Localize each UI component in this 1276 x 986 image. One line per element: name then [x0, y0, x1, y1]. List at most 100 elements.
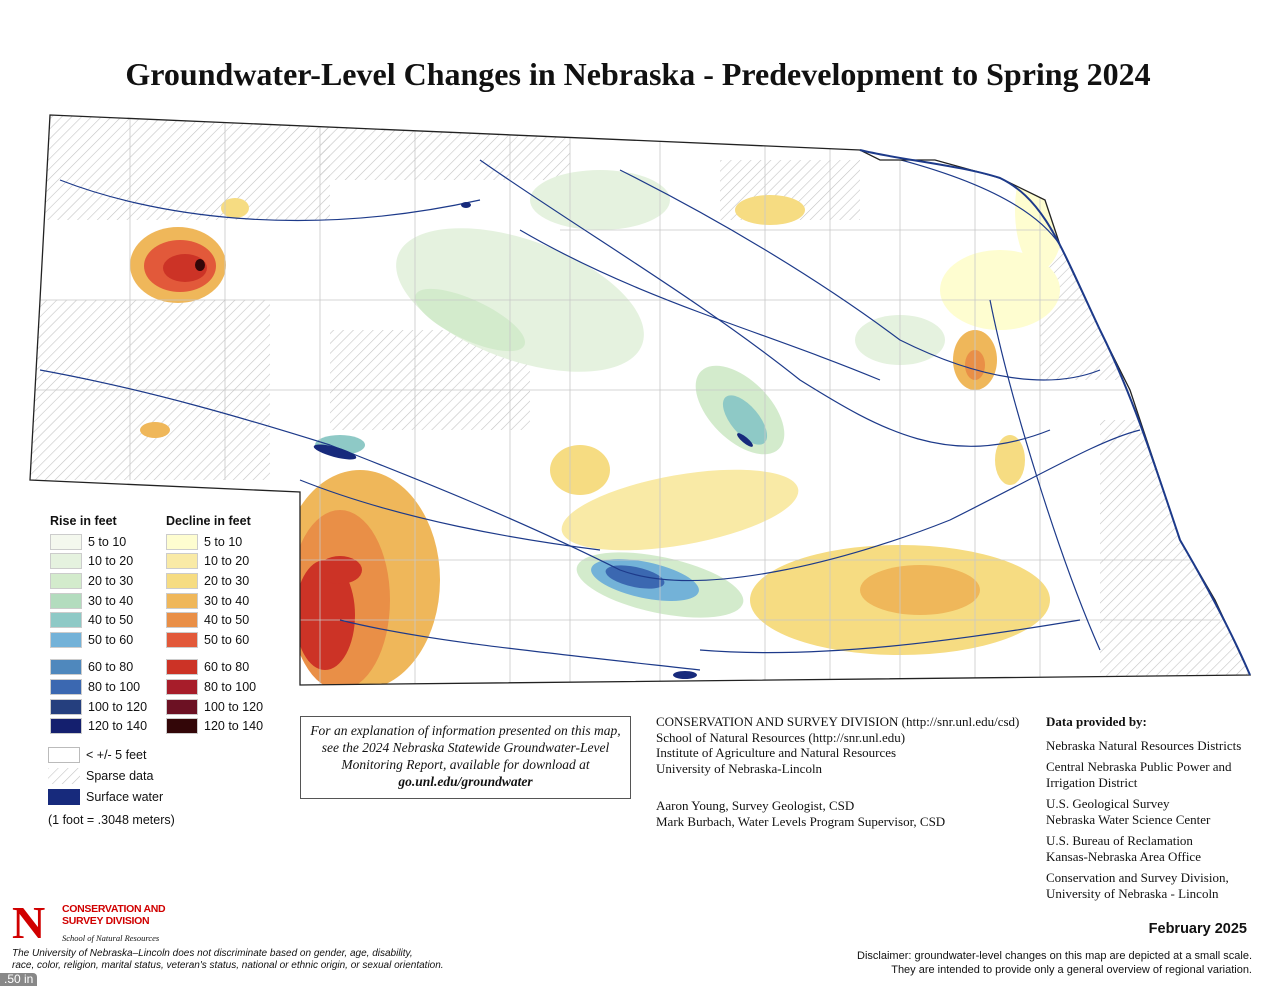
- unit-conversion: (1 foot = .3048 meters): [48, 813, 175, 827]
- legend-item-rise: 50 to 60: [50, 630, 147, 650]
- credit-line: Institute of Agriculture and Natural Res…: [656, 745, 897, 760]
- legend-swatch: [166, 553, 198, 570]
- legend-decline: Decline in feet 5 to 10 10 to 20 20 to 30 3…: [166, 514, 263, 736]
- legend-item-decline: 50 to 60: [166, 630, 263, 650]
- provider-line: University of Nebraska - Lincoln: [1046, 885, 1219, 901]
- legend-label: < +/- 5 feet: [86, 747, 147, 762]
- provider-line: Conservation and Survey Division,: [1046, 870, 1229, 885]
- provider-line: Irrigation District: [1046, 774, 1138, 790]
- legend-item-decline: 120 to 140: [166, 716, 263, 736]
- legend-swatch: [166, 631, 198, 648]
- legend-swatch: [50, 659, 82, 676]
- legend-swatch: [50, 612, 82, 629]
- legend-rise: Rise in feet 5 to 10 10 to 20 20 to 30 30 t…: [50, 514, 147, 736]
- legend-item-decline: 40 to 50: [166, 610, 263, 630]
- legend-label: 120 to 140: [204, 719, 264, 734]
- logo-school-name: School of Natural Resources: [62, 933, 160, 943]
- legend-swatch: [50, 631, 82, 648]
- logo-division-name: CONSERVATION AND SURVEY DIVISION: [62, 903, 166, 927]
- legend-swatch: [50, 698, 82, 715]
- provider-line: Nebraska Water Science Center: [1046, 811, 1211, 827]
- legend-item-rise: 60 to 80: [50, 658, 147, 678]
- legend-swatch: [50, 592, 82, 609]
- legend-swatch: [50, 572, 82, 589]
- author-line: Mark Burbach, Water Levels Program Super…: [656, 813, 946, 829]
- legend-swatch: [166, 698, 198, 715]
- credit-line: School of Natural Resources (http://snr.…: [656, 729, 906, 745]
- legend-label: 100 to 120: [88, 699, 148, 714]
- legend-label: 40 to 50: [88, 613, 134, 628]
- provider: U.S. Bureau of Reclamation Kansas-Nebrask…: [1046, 833, 1241, 864]
- surface-water-swatch: [48, 788, 80, 805]
- legend-other: < +/- 5 feet Sparse data Surface water (…: [48, 744, 175, 827]
- legend-label: 30 to 40: [204, 593, 250, 608]
- provider: Nebraska Natural Resources Districts: [1046, 738, 1241, 754]
- legend-swatch: [166, 612, 198, 629]
- legend-label: Sparse data: [86, 768, 154, 783]
- legend-swatch: [166, 659, 198, 676]
- legend-label: 60 to 80: [204, 660, 250, 675]
- legend-swatch: [50, 533, 82, 550]
- legend-label: 5 to 10: [88, 534, 127, 549]
- provider-line: Central Nebraska Public Power and: [1046, 759, 1232, 774]
- legend-swatch: [50, 678, 82, 695]
- county-lines: [30, 115, 1220, 685]
- publication-date: February 2025: [1148, 921, 1247, 937]
- provider-line: Kansas-Nebraska Area Office: [1046, 848, 1201, 864]
- legend-label: 80 to 100: [204, 679, 257, 694]
- legend-item-rise: 10 to 20: [50, 552, 147, 572]
- explanation-note: For an explanation of information presen…: [300, 716, 631, 799]
- legend-label: 60 to 80: [88, 660, 134, 675]
- legend-item-rise: 80 to 100: [50, 677, 147, 697]
- legend-label: Surface water: [86, 789, 164, 804]
- legend-item-rise: 30 to 40: [50, 591, 147, 611]
- legend-label: 120 to 140: [88, 719, 148, 734]
- legend-label: 20 to 30: [204, 573, 250, 588]
- legend-swatch: [166, 718, 198, 735]
- legend-item-decline: 60 to 80: [166, 658, 263, 678]
- nondiscrimination-statement: The University of Nebraska–Lincoln does …: [12, 948, 444, 972]
- legend-item-decline: 80 to 100: [166, 677, 263, 697]
- legend-label: 50 to 60: [88, 632, 134, 647]
- map-title: Groundwater-Level Changes in Nebraska - …: [125, 56, 1151, 92]
- legend-item-decline: 20 to 30: [166, 571, 263, 591]
- providers-heading: Data provided by:: [1046, 714, 1147, 729]
- nebraska-n-logo-icon: N: [12, 897, 46, 948]
- note-text: For an explanation of information presen…: [310, 723, 621, 772]
- legend-label: 30 to 40: [88, 593, 134, 608]
- legend-item-decline: 100 to 120: [166, 697, 263, 717]
- state-boundary: [29, 114, 1252, 686]
- legend-label: 5 to 10: [204, 534, 243, 549]
- legend-swatch: [50, 718, 82, 735]
- scale-tag: .50 in: [0, 973, 38, 986]
- legend-item-rise: 120 to 140: [50, 716, 147, 736]
- legend-item-decline: 30 to 40: [166, 591, 263, 611]
- data-providers: Data provided by: Nebraska Natural Resou…: [1046, 714, 1241, 907]
- legend-swatch: [166, 533, 198, 550]
- disclaimer: Disclaimer: groundwater-level changes on…: [857, 950, 1252, 977]
- legend-swatch: [166, 572, 198, 589]
- legend-item-rise: 100 to 120: [50, 697, 147, 717]
- legend-item-rise: 40 to 50: [50, 610, 147, 630]
- no-change-swatch: [48, 746, 80, 763]
- credits: CONSERVATION AND SURVEY DIVISION (http:/…: [656, 714, 1019, 829]
- legend-decline-heading: Decline in feet: [166, 514, 251, 528]
- nondiscrimination-line: The University of Nebraska–Lincoln does …: [12, 948, 413, 959]
- legend-rise-heading: Rise in feet: [50, 514, 117, 528]
- author-line: Aaron Young, Survey Geologist, CSD: [656, 798, 855, 813]
- legend-swatch: [50, 553, 82, 570]
- report-link[interactable]: go.unl.edu/groundwater: [398, 774, 533, 789]
- legend-label: 10 to 20: [204, 554, 250, 569]
- provider: Conservation and Survey Division, Univers…: [1046, 870, 1241, 901]
- provider-line: U.S. Geological Survey: [1046, 796, 1170, 811]
- provider-line: U.S. Bureau of Reclamation: [1046, 833, 1193, 848]
- provider-line: Nebraska Natural Resources Districts: [1046, 737, 1242, 753]
- rivers: [39, 149, 1141, 671]
- legend-item-decline: 5 to 10: [166, 532, 263, 552]
- legend-item-rise: 5 to 10: [50, 532, 147, 552]
- legend-item-rise: 20 to 30: [50, 571, 147, 591]
- legend-swatch: [166, 592, 198, 609]
- disclaimer-line: Disclaimer: groundwater-level changes on…: [857, 950, 1252, 962]
- credit-line: University of Nebraska-Lincoln: [656, 760, 823, 776]
